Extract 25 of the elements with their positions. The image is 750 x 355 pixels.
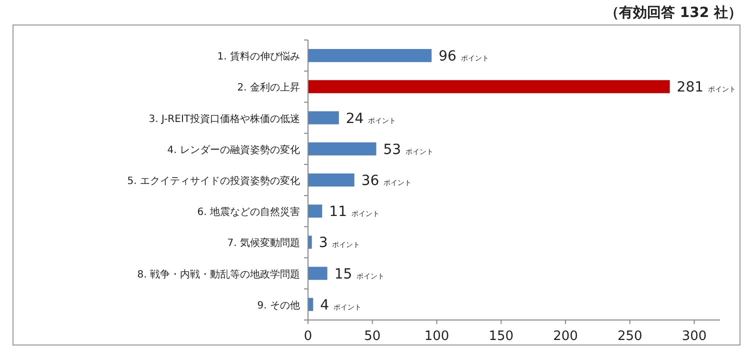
x-tick-label: 200 <box>553 329 578 344</box>
y-tick-label: 3. J-REIT投資口価格や株価の低迷 <box>148 112 300 125</box>
bar <box>308 173 354 187</box>
text: （有効回答 132 社） <box>605 5 742 21</box>
bar <box>308 49 432 62</box>
bar <box>308 266 328 280</box>
bar <box>308 236 312 249</box>
bar <box>308 111 339 124</box>
x-tick-label: 0 <box>304 329 312 344</box>
y-tick-label: 4. レンダーの融資姿勢の変化 <box>167 144 300 156</box>
y-tick-label: 1. 賃料の伸び悩み <box>217 50 300 63</box>
y-tick-label: 2. 金利の上昇 <box>237 82 300 94</box>
x-tick-label: 300 <box>682 329 707 344</box>
y-tick-label: 5. エクイティサイドの投資姿勢の変化 <box>127 175 300 187</box>
bar <box>308 142 376 156</box>
y-tick-label: 7. 気候変動問題 <box>227 237 300 250</box>
y-tick-label: 9. その他 <box>257 299 300 312</box>
bar <box>308 204 322 218</box>
x-tick-label: 50 <box>364 329 381 344</box>
y-tick-label: 6. 地震などの自然災害 <box>197 206 300 218</box>
x-tick-label: 100 <box>424 329 450 344</box>
y-tick-label: 8. 戦争・内戦・動乱等の地政学問題 <box>137 268 300 280</box>
x-tick-label: 250 <box>617 329 642 344</box>
bar <box>308 80 670 94</box>
x-tick-label: 150 <box>488 329 514 344</box>
